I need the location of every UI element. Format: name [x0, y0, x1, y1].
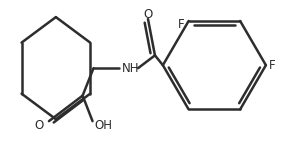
Text: F: F: [178, 18, 185, 31]
Text: F: F: [269, 59, 275, 72]
Text: OH: OH: [94, 119, 113, 132]
Text: NH: NH: [122, 62, 140, 75]
Text: O: O: [143, 8, 153, 21]
Text: O: O: [35, 119, 44, 132]
